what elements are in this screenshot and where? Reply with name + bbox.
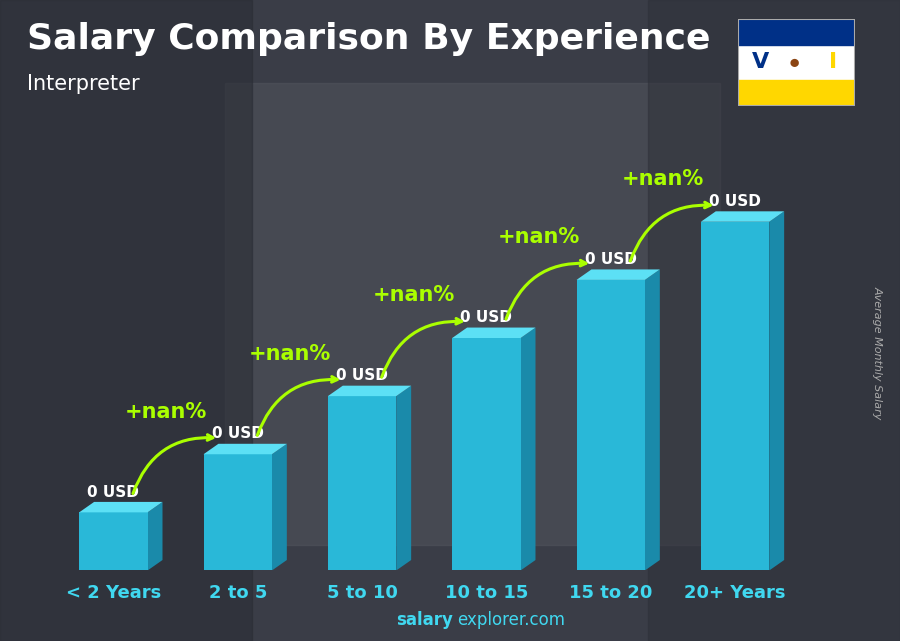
Text: +nan%: +nan% bbox=[374, 285, 455, 306]
Bar bbox=[577, 280, 645, 570]
Text: +nan%: +nan% bbox=[124, 402, 207, 422]
Polygon shape bbox=[203, 444, 287, 454]
Polygon shape bbox=[396, 386, 411, 570]
Text: 0 USD: 0 USD bbox=[585, 252, 636, 267]
Polygon shape bbox=[645, 269, 660, 570]
Bar bbox=[452, 338, 520, 570]
Text: +nan%: +nan% bbox=[498, 228, 580, 247]
Text: salary: salary bbox=[396, 612, 453, 629]
Bar bbox=[328, 396, 396, 570]
Polygon shape bbox=[272, 444, 287, 570]
Text: 0 USD: 0 USD bbox=[87, 485, 140, 499]
Bar bbox=[0, 0, 252, 641]
Text: +nan%: +nan% bbox=[622, 169, 704, 189]
Bar bbox=[225, 83, 720, 545]
Text: 0 USD: 0 USD bbox=[461, 310, 512, 325]
Polygon shape bbox=[577, 269, 660, 280]
Text: 0 USD: 0 USD bbox=[709, 194, 761, 209]
Polygon shape bbox=[148, 502, 163, 570]
Polygon shape bbox=[79, 502, 163, 512]
Bar bbox=[648, 0, 900, 641]
Polygon shape bbox=[701, 212, 784, 222]
Bar bbox=[738, 19, 855, 45]
Text: Salary Comparison By Experience: Salary Comparison By Experience bbox=[27, 22, 710, 56]
Text: I: I bbox=[829, 53, 837, 72]
Bar bbox=[701, 222, 770, 570]
Text: +nan%: +nan% bbox=[248, 344, 331, 363]
Text: V: V bbox=[752, 53, 770, 72]
Bar bbox=[738, 79, 855, 106]
Text: 0 USD: 0 USD bbox=[336, 369, 388, 383]
Bar bbox=[79, 512, 148, 570]
Polygon shape bbox=[328, 386, 411, 396]
Bar bbox=[203, 454, 272, 570]
Text: Interpreter: Interpreter bbox=[27, 74, 140, 94]
Text: Average Monthly Salary: Average Monthly Salary bbox=[872, 286, 883, 419]
Polygon shape bbox=[770, 212, 784, 570]
Polygon shape bbox=[452, 328, 536, 338]
Text: explorer.com: explorer.com bbox=[457, 612, 565, 629]
Text: 0 USD: 0 USD bbox=[212, 426, 264, 442]
Polygon shape bbox=[520, 328, 536, 570]
Text: ⬤: ⬤ bbox=[789, 58, 799, 67]
